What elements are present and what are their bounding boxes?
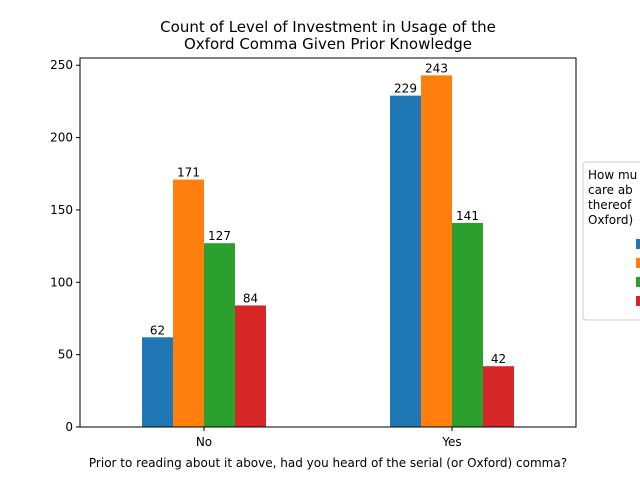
plot-frame bbox=[79, 57, 577, 428]
legend-swatches bbox=[636, 239, 640, 306]
bar-value-label: 141 bbox=[456, 209, 479, 223]
bar-value-label: 229 bbox=[394, 82, 417, 96]
bar-value-label: 84 bbox=[243, 291, 258, 305]
x-tick-label: Yes bbox=[441, 435, 461, 449]
bar bbox=[421, 75, 452, 427]
bar bbox=[173, 179, 204, 427]
chart-title-line-2: Oxford Comma Given Prior Knowledge bbox=[184, 35, 472, 53]
bar-value-label: 127 bbox=[208, 229, 231, 243]
legend-swatch bbox=[636, 239, 640, 249]
legend-swatch bbox=[636, 296, 640, 306]
bar bbox=[235, 305, 266, 427]
bar-value-label: 243 bbox=[425, 61, 448, 75]
y-tick-label: 200 bbox=[50, 131, 73, 145]
bar bbox=[204, 243, 235, 427]
legend-title-line-4: Oxford) bbox=[588, 213, 633, 227]
bar bbox=[452, 222, 483, 427]
bar bbox=[142, 337, 173, 427]
x-tick-label: No bbox=[196, 435, 212, 449]
bar-value-label: 171 bbox=[177, 166, 200, 180]
y-tick-label: 100 bbox=[50, 275, 73, 289]
legend: How mu care ab thereof Oxford) bbox=[582, 161, 640, 321]
y-tick-label: 250 bbox=[50, 58, 73, 72]
chart-title-line-1: Count of Level of Investment in Usage of… bbox=[160, 18, 496, 36]
bar-labels-layer: 62 171 127 84 229 243 141 42 bbox=[150, 61, 506, 366]
x-axis: No Yes bbox=[196, 427, 462, 449]
chart-title: Count of Level of Investment in Usage of… bbox=[160, 18, 496, 53]
bar bbox=[483, 366, 514, 427]
y-tick-label: 50 bbox=[58, 348, 73, 362]
legend-title-line-2: care ab bbox=[588, 183, 633, 197]
legend-swatch bbox=[636, 277, 640, 287]
legend-title-line-1: How mu bbox=[588, 168, 637, 182]
bar bbox=[390, 95, 421, 427]
y-axis: 0 50 100 150 200 250 bbox=[50, 58, 80, 434]
x-axis-label: Prior to reading about it above, had you… bbox=[89, 456, 567, 470]
y-tick-label: 150 bbox=[50, 203, 73, 217]
y-tick-label: 0 bbox=[65, 420, 73, 434]
bar-value-label: 42 bbox=[491, 352, 506, 366]
legend-title-line-3: thereof bbox=[588, 198, 632, 212]
bar-value-label: 62 bbox=[150, 323, 165, 337]
bars-layer bbox=[142, 75, 514, 427]
legend-box bbox=[582, 161, 640, 321]
legend-swatch bbox=[636, 258, 640, 268]
